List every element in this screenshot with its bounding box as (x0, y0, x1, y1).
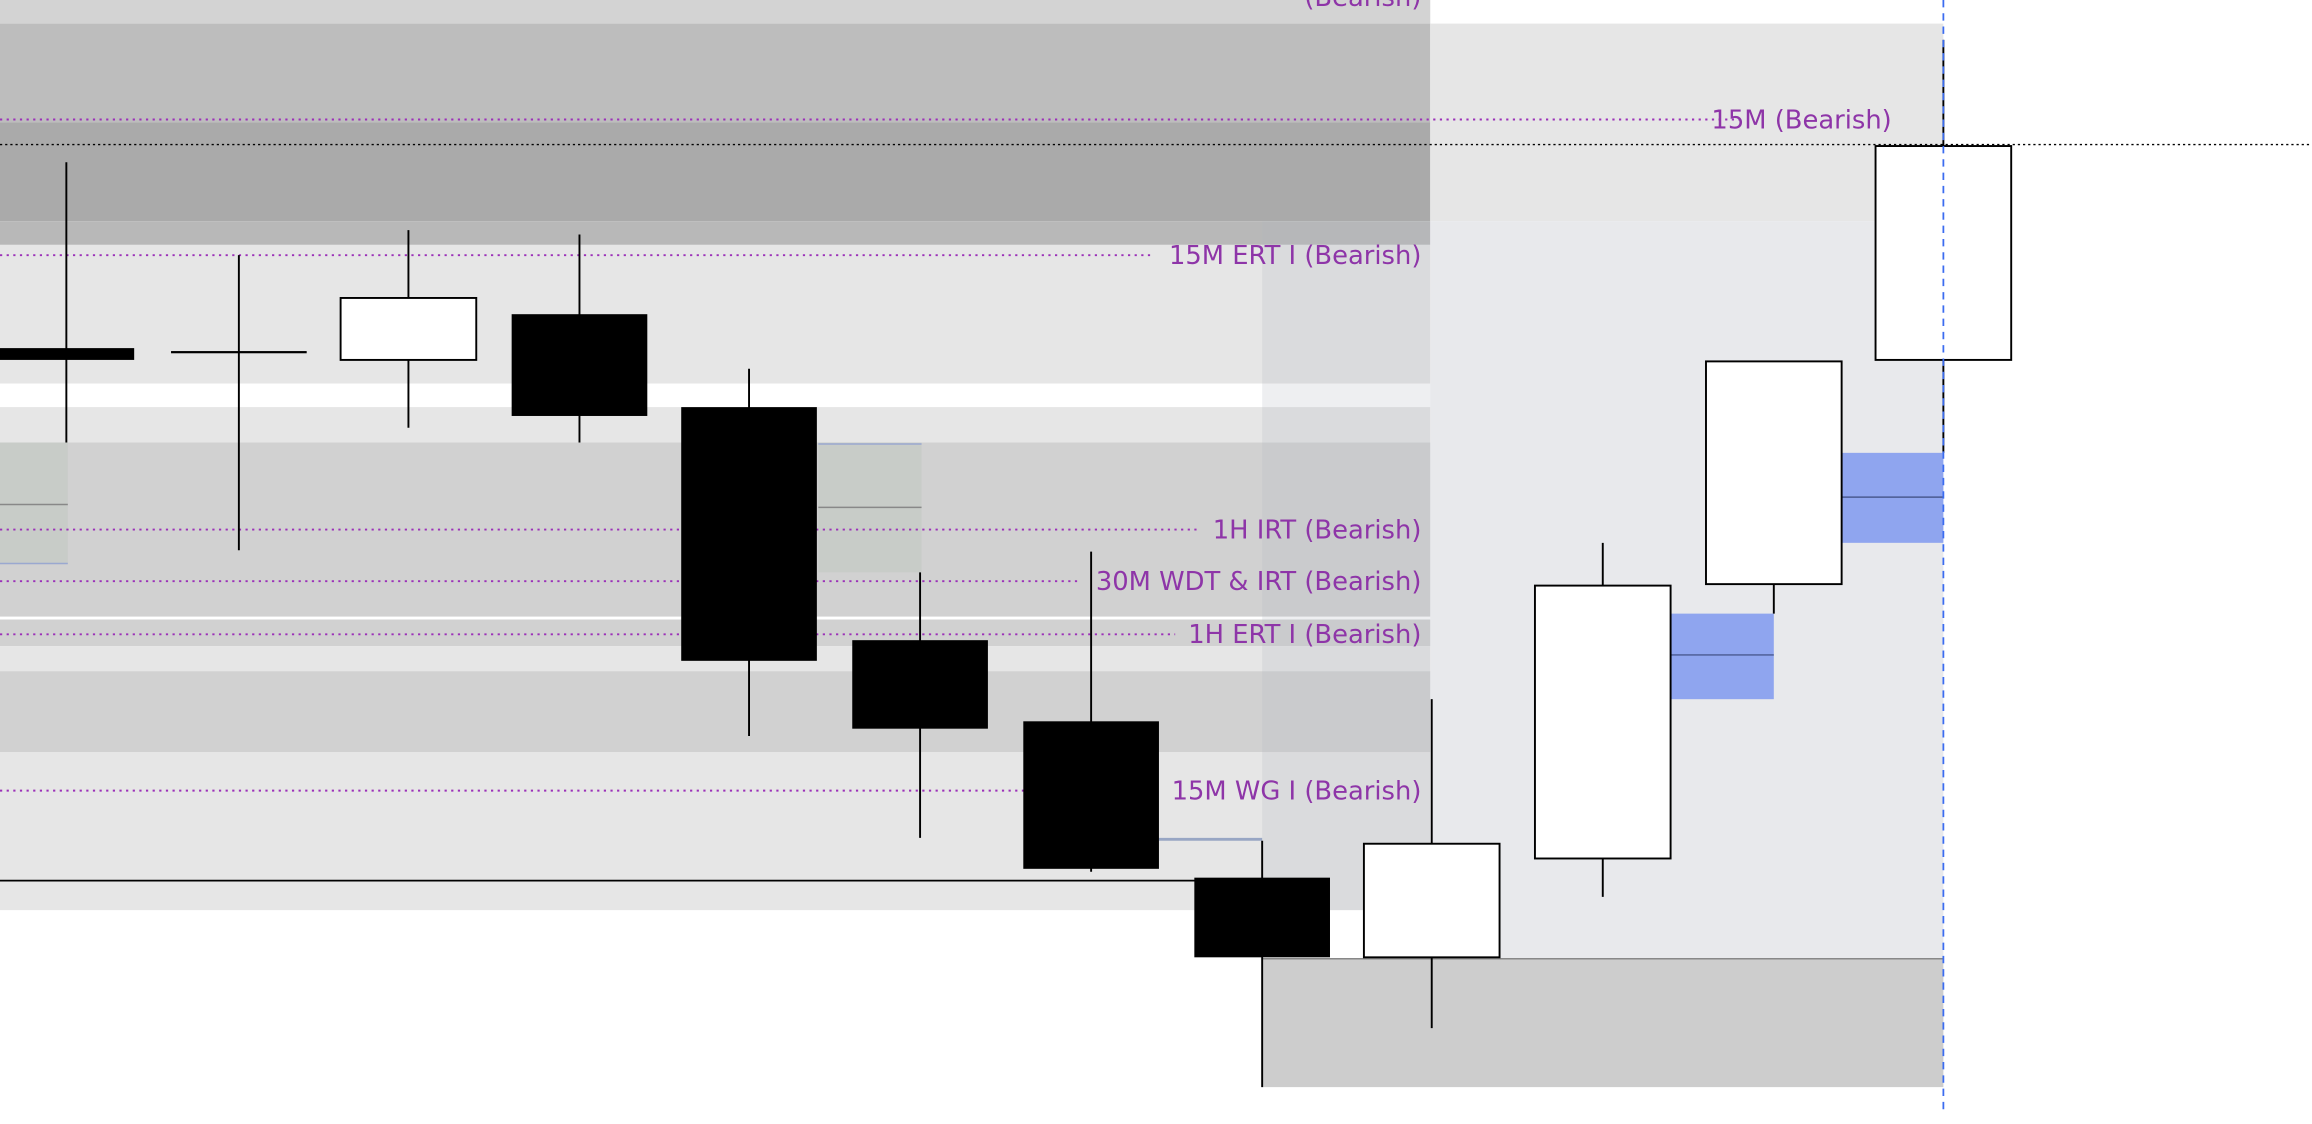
level: 1H ERT I (Bearish) (0, 620, 1421, 650)
zone-overlay (1262, 221, 1431, 911)
candle (852, 572, 988, 838)
level-label: 15M (Bearish) (1711, 105, 1891, 135)
bearish-candle-body (852, 640, 988, 729)
candle (511, 234, 648, 443)
zone (0, 221, 1431, 245)
blue-zone (1670, 613, 1774, 700)
bottom-zone (1262, 958, 1944, 1088)
level: 30M WDT & IRT (Bearish) (0, 567, 1421, 597)
candle (1533, 542, 1672, 897)
candles (0, 39, 2013, 1088)
bearish-candle-body (0, 348, 135, 360)
candle (1194, 840, 1330, 1088)
bearish-candle-body (681, 407, 817, 661)
bullish-candle-body (339, 297, 478, 361)
bullish-candle-body (1533, 584, 1672, 860)
level: 15M ERT I (Bearish) (0, 241, 1421, 271)
bearish-candle-body (511, 314, 648, 416)
candle (0, 162, 135, 443)
level-label: 30M WDT & IRT (Bearish) (1096, 567, 1422, 597)
level-label: 15M WG I (Bearish) (1172, 776, 1422, 806)
candle (681, 368, 817, 737)
bullish-candle-body (1705, 360, 1843, 586)
candle (171, 255, 307, 551)
zone (0, 23, 1431, 123)
level-label: 1H IRT (Bearish) (1213, 515, 1422, 545)
candle (1023, 551, 1159, 872)
bullish-candle-body (1362, 842, 1501, 959)
level-label: 1H ERT I (Bearish) (1188, 620, 1421, 650)
bearish-candle-body (1194, 877, 1330, 958)
zones (0, 0, 1944, 1088)
level-label: (Bearish) (1304, 0, 1421, 13)
level: 15M WG I (Bearish) (0, 776, 1421, 806)
level-lines: (Bearish) 15M (Bearish) 15M ERT I (Bearish… (0, 0, 1892, 806)
zone (0, 752, 1431, 911)
level: 15M (Bearish) (0, 105, 1892, 135)
candle (1362, 699, 1501, 1029)
candle (1705, 360, 1843, 614)
candle (339, 230, 478, 428)
zone (0, 0, 1431, 24)
zone (0, 671, 1431, 753)
bearish-candle-body (171, 351, 307, 354)
level: (Bearish) (1304, 0, 1421, 13)
gap-zone (0, 442, 68, 564)
zone (1430, 23, 1944, 222)
level-label: 15M ERT I (Bearish) (1169, 241, 1421, 271)
bearish-candle-body (1023, 721, 1159, 869)
zone (0, 122, 1431, 222)
zone (1430, 221, 1944, 959)
